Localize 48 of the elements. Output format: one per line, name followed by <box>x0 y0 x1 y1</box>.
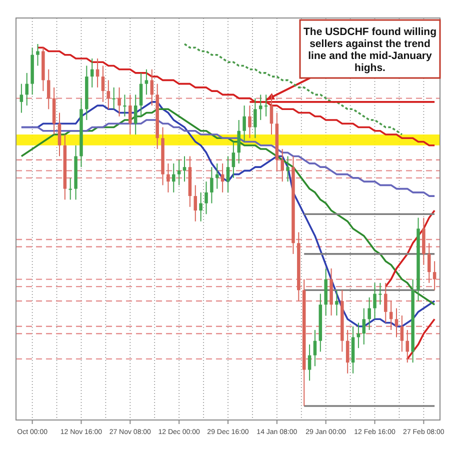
candlestick <box>280 148 284 182</box>
candlestick <box>286 156 290 182</box>
candlestick <box>237 120 241 164</box>
candlestick <box>400 315 404 352</box>
candlestick <box>194 184 198 222</box>
candlestick <box>226 156 230 193</box>
candlestick <box>313 329 317 367</box>
candlestick <box>139 72 143 117</box>
candlestick <box>177 159 181 186</box>
candlestick <box>394 308 398 338</box>
candlestick <box>46 68 50 110</box>
candlestick <box>144 68 148 96</box>
candlestick <box>36 44 40 66</box>
candlestick <box>270 94 274 135</box>
candlestick <box>199 192 202 222</box>
candlestick <box>248 105 252 139</box>
candlestick <box>215 162 219 190</box>
candlestick <box>123 94 126 117</box>
candlestick <box>25 72 29 106</box>
candlestick <box>378 282 382 306</box>
candlestick <box>232 141 236 178</box>
candlestick <box>432 260 436 291</box>
candlestick <box>335 290 338 316</box>
annotation: The USDCHF found willing sellers against the trend line and the mid-January highs. <box>304 26 436 74</box>
candlestick <box>264 94 268 117</box>
candlestick <box>68 177 72 200</box>
candlestick <box>368 296 371 330</box>
candlestick <box>106 80 110 110</box>
candlestick <box>172 162 176 193</box>
candlestick <box>346 329 350 374</box>
candlestick <box>101 65 105 102</box>
candlestick <box>150 68 154 106</box>
candlestick <box>242 105 246 142</box>
candlestick <box>128 94 132 135</box>
candlestick <box>254 98 257 139</box>
candlestick <box>166 162 170 193</box>
candlestick <box>373 282 376 320</box>
candlestick <box>210 166 214 204</box>
candlestick <box>20 83 24 114</box>
candlestick <box>112 86 116 110</box>
candlestick <box>58 112 62 157</box>
candlestick <box>134 94 138 135</box>
candlestick <box>204 181 208 215</box>
candlestick <box>308 344 312 382</box>
candlestick <box>118 86 121 117</box>
candlestick <box>427 242 431 284</box>
candlestick <box>362 308 366 345</box>
candlestick <box>384 282 388 324</box>
